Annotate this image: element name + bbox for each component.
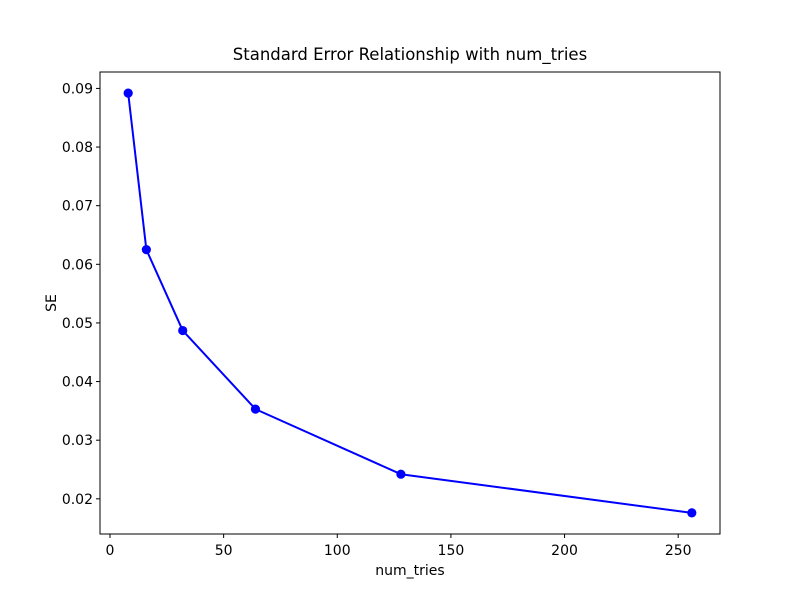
data-point <box>123 88 133 98</box>
data-point <box>141 245 151 255</box>
plot-layer: 0 50 100 150 200 250 0.02 0.03 0.04 0.05 0.06 0.07 0… <box>62 71 721 559</box>
y-tick-label: 0.02 <box>62 492 93 508</box>
data-point <box>250 404 261 414</box>
y-tick-label: 0.08 <box>62 140 93 156</box>
axes-frame <box>99 71 721 535</box>
y-tick-label: 0.09 <box>62 81 93 97</box>
y-axis-label: SE <box>44 294 60 312</box>
x-tick-label: 200 <box>551 543 578 559</box>
data-point <box>396 469 406 479</box>
y-tick-label: 0.05 <box>62 316 93 332</box>
x-tick-label: 50 <box>215 543 233 559</box>
y-tick-label: 0.06 <box>62 257 93 273</box>
x-tick-label: 250 <box>665 543 692 559</box>
x-axis-label: num_tries <box>375 563 444 579</box>
se-line <box>127 92 693 514</box>
data-point <box>687 508 697 518</box>
chart-title: Standard Error Relationship with num_tri… <box>233 45 587 65</box>
x-tick-label: 150 <box>438 543 465 559</box>
y-tick-label: 0.07 <box>62 199 93 215</box>
x-tick-label: 0 <box>106 543 115 559</box>
y-tick-label: 0.03 <box>62 433 93 449</box>
x-tick-label: 100 <box>324 543 351 559</box>
y-tick-label: 0.04 <box>62 375 93 391</box>
data-point <box>178 325 188 336</box>
